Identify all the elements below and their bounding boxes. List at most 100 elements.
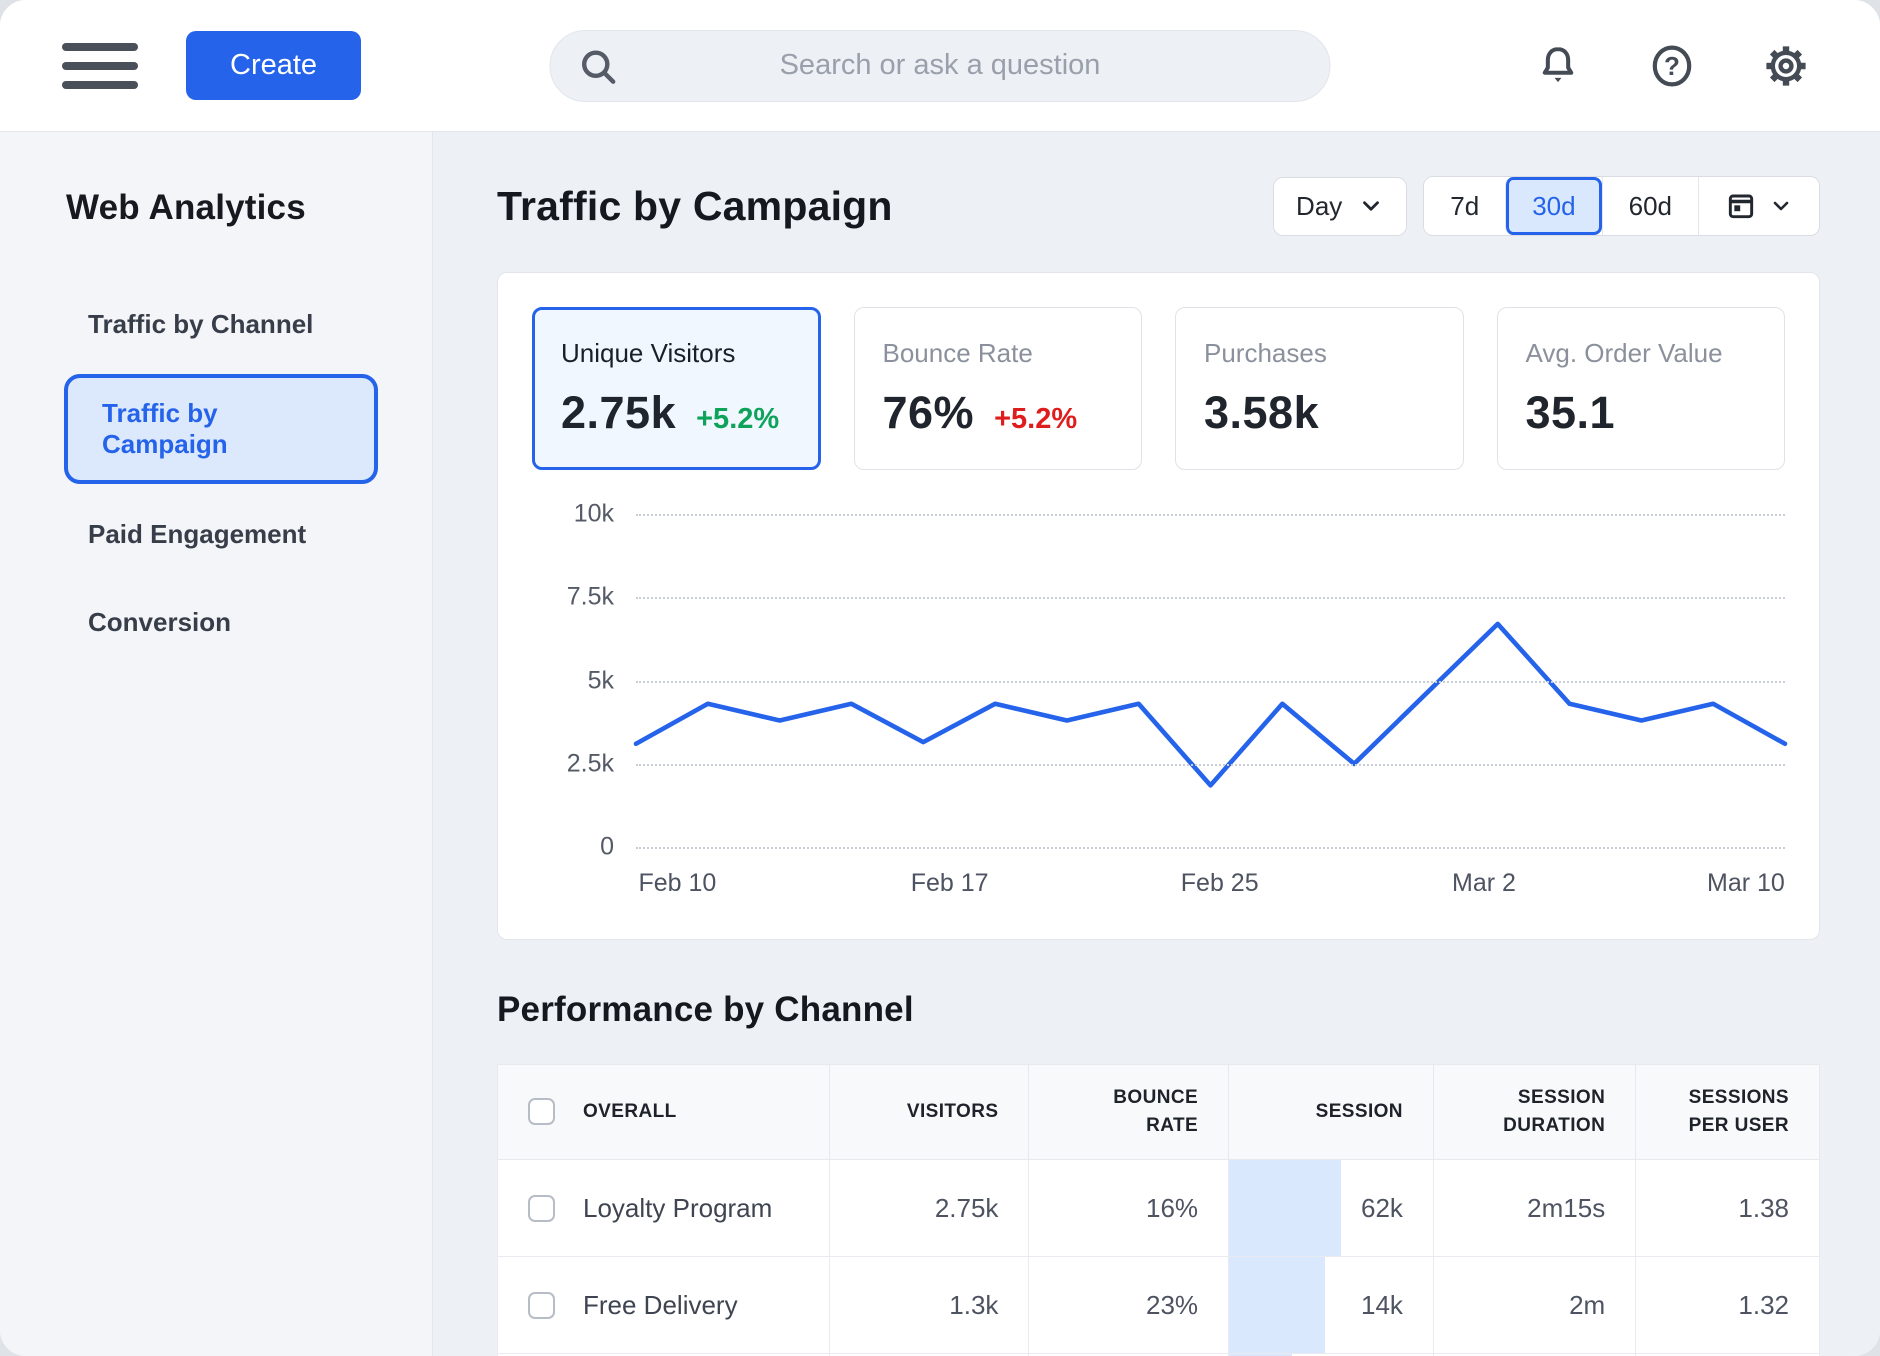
y-axis-label: 0 (600, 832, 614, 861)
x-axis-label: Feb 17 (910, 869, 989, 897)
y-axis-label: 7.5k (566, 582, 614, 611)
hamburger-menu-icon[interactable] (62, 42, 138, 89)
range-7d-button[interactable]: 7d (1424, 177, 1506, 235)
x-axis-label: Mar 2 (1452, 869, 1516, 897)
sessions-per-user-cell: 1.32 (1635, 1256, 1820, 1354)
search-icon (581, 49, 616, 84)
kpi-card-purchases[interactable]: Purchases 3.58k (1175, 307, 1464, 470)
calendar-icon (1728, 194, 1754, 219)
kpi-label: Avg. Order Value (1525, 338, 1723, 368)
x-axis-label: Feb 10 (638, 869, 717, 897)
interval-dropdown[interactable]: Day (1273, 176, 1408, 236)
y-axis-label: 10k (573, 499, 614, 528)
col-session-duration[interactable]: Session Duration (1432, 1064, 1637, 1160)
search-input[interactable] (550, 30, 1330, 101)
kpi-value: 2.75k (561, 387, 677, 438)
col-visitors[interactable]: Visitors (828, 1064, 1030, 1160)
svg-text:?: ? (1664, 50, 1680, 80)
gridline (636, 597, 1785, 600)
column-label: Overall (583, 1101, 677, 1123)
col-bounce-rate[interactable]: Bounce Rate (1028, 1064, 1230, 1160)
kpi-value: 35.1 (1525, 387, 1616, 438)
sidebar: Web Analytics Traffic by Channel Traffic… (0, 132, 433, 1356)
session-data-bar (1229, 1354, 1293, 1356)
topbar-icons: ? (1534, 42, 1810, 90)
help-icon: ? (1652, 45, 1692, 86)
session-data-bar (1229, 1160, 1342, 1256)
kpi-delta: +5.2% (696, 403, 780, 435)
kpi-card-bounce-rate[interactable]: Bounce Rate 76% +5.2% (853, 307, 1142, 470)
table-row[interactable] (497, 1353, 1820, 1356)
y-axis-label: 2.5k (566, 749, 614, 778)
table-row[interactable]: Free Delivery 1.3k 23% 14k 2m 1.32 (497, 1256, 1820, 1354)
traffic-line-chart: 10k 7.5k 5k 2.5k 0 (532, 500, 1785, 861)
sessions-per-user-cell (1635, 1353, 1820, 1356)
page-title: Traffic by Campaign (497, 182, 893, 229)
x-axis-label: Feb 25 (1180, 869, 1259, 897)
range-60d-button[interactable]: 60d (1601, 177, 1698, 235)
col-overall[interactable]: Overall (497, 1064, 830, 1160)
sidebar-item-conversion[interactable]: Conversion (88, 606, 232, 637)
visitors-cell: 1.3k (828, 1256, 1030, 1354)
notifications-button[interactable] (1534, 42, 1582, 90)
sidebar-title: Web Analytics (66, 188, 306, 227)
select-all-checkbox[interactable] (528, 1098, 555, 1126)
table-row[interactable]: Loyalty Program 2.75k 16% 62k 2m15s 1.38 (497, 1159, 1820, 1257)
line-series (636, 508, 1785, 853)
row-checkbox[interactable] (528, 1291, 555, 1319)
x-axis-label: Mar 10 (1707, 869, 1785, 897)
table-body: Loyalty Program 2.75k 16% 62k 2m15s 1.38 (497, 1159, 1820, 1356)
kpi-value: 76% (882, 387, 975, 438)
kpi-value: 3.58k (1204, 387, 1320, 438)
help-button[interactable]: ? (1648, 42, 1696, 90)
sidebar-nav: Traffic by Channel Traffic by Campaign P… (0, 280, 432, 666)
chevron-down-icon (1773, 201, 1789, 211)
session-duration-cell: 2m (1432, 1256, 1637, 1354)
sessions-per-user-cell: 1.38 (1635, 1159, 1820, 1257)
y-axis: 10k 7.5k 5k 2.5k 0 (532, 500, 614, 861)
kpi-card-unique-visitors[interactable]: Unique Visitors 2.75k +5.2% (532, 307, 821, 470)
visitors-cell: 2.75k (828, 1159, 1030, 1257)
table-header-row: Overall Visitors Bounce Rate Session Ses… (497, 1064, 1820, 1160)
settings-button[interactable] (1762, 42, 1810, 90)
channel-name: Free Delivery (583, 1289, 738, 1320)
kpi-label: Unique Visitors (561, 338, 736, 368)
sidebar-item-paid-engagement[interactable]: Paid Engagement (88, 518, 307, 549)
kpi-card-avg-order-value[interactable]: Avg. Order Value 35.1 (1496, 307, 1785, 470)
topbar: Create ? (0, 0, 1880, 132)
col-session[interactable]: Session (1228, 1064, 1434, 1160)
kpi-label: Purchases (1204, 338, 1327, 368)
gear-icon (1766, 45, 1806, 86)
range-30d-button[interactable]: 30d (1505, 177, 1602, 235)
session-cell: 14k (1228, 1256, 1434, 1354)
chevron-down-icon (1363, 201, 1380, 211)
kpi-delta: +5.2% (994, 403, 1078, 435)
session-cell: 62k (1228, 1159, 1434, 1257)
session-duration-cell (1432, 1353, 1637, 1356)
sidebar-item-traffic-by-channel[interactable]: Traffic by Channel (88, 308, 314, 339)
session-duration-cell: 2m15s (1432, 1159, 1637, 1257)
gridline (636, 847, 1785, 849)
gridline (636, 514, 1785, 516)
create-button[interactable]: Create (186, 31, 362, 100)
bounce-rate-cell: 23% (1028, 1256, 1230, 1354)
chart-plot-area (636, 514, 1785, 849)
channel-name: Loyalty Program (583, 1192, 773, 1223)
session-data-bar (1229, 1257, 1325, 1353)
x-axis: Feb 10 Feb 17 Feb 25 Mar 2 Mar 10 (636, 869, 1785, 909)
kpi-cards: Unique Visitors 2.75k +5.2% Bounce Rate … (532, 307, 1785, 470)
search-bar[interactable] (549, 29, 1331, 102)
time-controls: Day 7d 30d 60d (1273, 176, 1820, 236)
y-axis-label: 5k (587, 666, 614, 694)
date-range-picker-button[interactable] (1698, 177, 1819, 235)
bounce-rate-cell: 16% (1028, 1159, 1230, 1257)
gridline (636, 680, 1785, 683)
traffic-panel: Unique Visitors 2.75k +5.2% Bounce Rate … (497, 272, 1820, 940)
sidebar-item-traffic-by-campaign[interactable]: Traffic by Campaign (64, 374, 378, 484)
bell-icon (1542, 46, 1574, 82)
col-sessions-per-user[interactable]: Sessions Per User (1635, 1064, 1820, 1160)
kpi-label: Bounce Rate (882, 338, 1033, 368)
row-checkbox[interactable] (528, 1194, 555, 1222)
gridline (636, 763, 1785, 766)
